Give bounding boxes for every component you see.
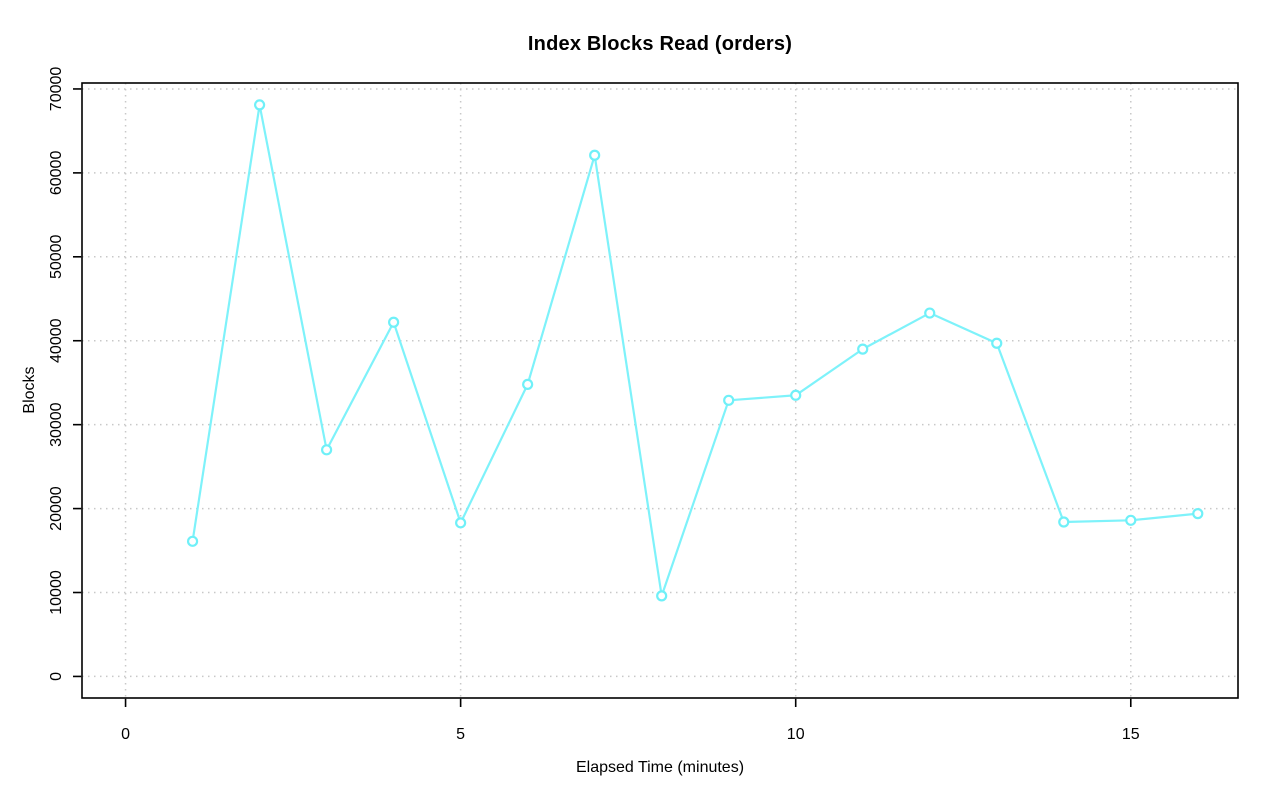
y-tick-label: 30000 [48,402,65,447]
data-point-marker [1125,514,1137,526]
data-point-marker [1192,508,1204,520]
data-point-marker [321,444,333,456]
data-point-marker [991,337,1003,349]
x-tick-label: 15 [1122,726,1140,743]
y-tick-label: 0 [48,672,65,681]
data-point-marker [186,535,199,547]
data-point-marker [589,149,601,161]
x-tick-label: 10 [787,726,805,743]
data-point-marker [1058,516,1070,528]
data-point-marker [790,389,802,401]
y-axis-title: Blocks [21,366,38,414]
data-point-marker [656,590,668,602]
data-point-marker [253,99,266,111]
y-tick-label: 40000 [48,318,65,363]
y-tick-label: 50000 [48,234,65,279]
data-point-marker [723,394,735,406]
data-point-marker [455,517,467,529]
x-tick-label: 5 [456,726,465,743]
series-line [191,103,1199,597]
x-axis-title: Elapsed Time (minutes) [575,759,745,776]
x-tick-label: 0 [121,726,130,743]
plot-border [81,82,1239,699]
y-tick-label: 60000 [48,151,65,196]
data-point-marker [857,343,869,355]
y-tick-label: 70000 [48,67,65,112]
data-point-marker [924,307,936,319]
data-point-marker [388,316,400,328]
y-tick-label: 20000 [48,486,65,531]
y-tick-label: 10000 [48,570,65,615]
chart-title: Index Blocks Read (orders) [527,33,793,55]
data-point-marker [522,378,534,390]
